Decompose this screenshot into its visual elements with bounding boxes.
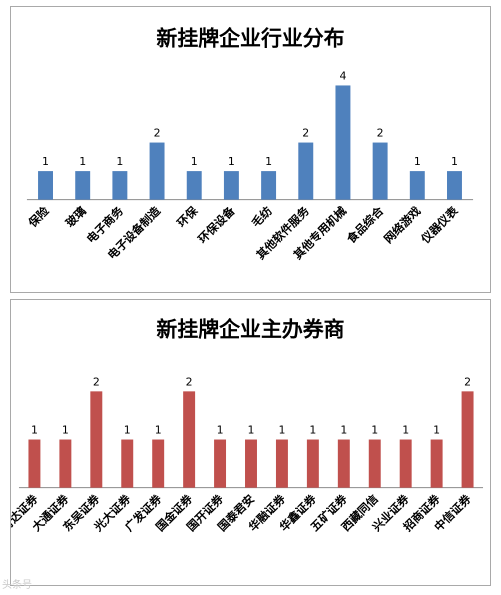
bar — [214, 439, 227, 488]
bar — [430, 439, 443, 488]
data-label-group: 1 1 2 1 1 2 1 1 1 1 1 1 1 1 2 — [31, 375, 471, 436]
bar — [28, 439, 41, 488]
bar-group — [28, 391, 474, 488]
data-label: 2 — [93, 375, 100, 388]
data-label: 2 — [154, 127, 161, 140]
bar — [59, 439, 72, 488]
category-label: 玻璃 — [63, 203, 89, 229]
data-label: 1 — [248, 424, 255, 437]
bar — [186, 171, 202, 200]
bar — [368, 439, 381, 488]
bar — [447, 171, 462, 200]
data-label: 1 — [265, 155, 272, 168]
data-label: 1 — [42, 155, 49, 168]
chart-title: 新挂牌企业主办券商 — [156, 317, 344, 342]
data-label: 1 — [228, 155, 235, 168]
data-label: 1 — [371, 424, 378, 437]
broker-chart-panel: 新挂牌企业主办券商 1 1 2 1 1 2 1 1 1 1 1 1 1 1 2 财达证券 大通证券 东吴证券 光大… — [10, 299, 491, 586]
bar — [306, 439, 319, 488]
data-label: 1 — [278, 424, 285, 437]
category-label: 环保设备 — [195, 203, 238, 246]
data-label: 2 — [186, 375, 193, 388]
bar — [183, 391, 196, 488]
bar — [461, 391, 474, 488]
category-label: 毛纺 — [249, 203, 275, 229]
bar — [90, 391, 103, 488]
bar-group — [38, 85, 462, 200]
data-label: 1 — [124, 424, 131, 437]
bar — [223, 171, 239, 200]
bar — [38, 171, 53, 200]
data-label: 1 — [155, 424, 162, 437]
data-label: 1 — [191, 155, 198, 168]
data-label: 1 — [340, 424, 347, 437]
data-label: 1 — [433, 424, 440, 437]
category-label: 食品综合 — [344, 203, 387, 246]
data-label: 1 — [116, 155, 123, 168]
bar — [399, 439, 412, 488]
industry-chart-panel: 新挂牌企业行业分布 1 1 1 2 1 1 1 2 4 2 1 1 保险 玻璃 电子商务 电子设备制造 环保环… — [10, 6, 491, 293]
data-label: 1 — [309, 424, 316, 437]
bar — [112, 171, 128, 200]
category-label: 保险 — [25, 203, 52, 230]
bar — [245, 439, 257, 488]
chart-title: 新挂牌企业行业分布 — [156, 26, 344, 51]
bar — [149, 142, 165, 200]
category-label: 环保 — [174, 203, 200, 229]
bar — [275, 439, 288, 488]
bar — [75, 171, 91, 200]
data-label: 2 — [464, 375, 471, 388]
bar — [261, 171, 277, 200]
data-label-group: 1 1 1 2 1 1 1 2 4 2 1 1 — [42, 70, 458, 169]
category-label: 仪器仪表 — [418, 203, 461, 246]
category-label: 网络游戏 — [381, 203, 424, 246]
bar — [337, 439, 350, 488]
bar — [298, 142, 314, 200]
bar — [335, 85, 351, 200]
watermark: 头条号 — [2, 580, 32, 591]
data-label: 1 — [31, 424, 38, 437]
category-label-group: 财达证券大通证券东吴证券光大证券广发证券国金证券国开证券国泰君安华融证券华鑫证券… — [11, 491, 474, 534]
bar — [121, 439, 134, 488]
data-label: 2 — [302, 127, 309, 140]
data-label: 1 — [62, 424, 69, 437]
bar — [152, 439, 165, 488]
data-label: 1 — [402, 424, 409, 437]
bar — [409, 171, 425, 200]
data-label: 1 — [217, 424, 224, 437]
data-label: 1 — [79, 155, 86, 168]
data-label: 1 — [414, 155, 421, 168]
data-label: 2 — [377, 127, 384, 140]
bar — [372, 142, 388, 200]
data-label: 1 — [451, 155, 458, 168]
data-label: 4 — [339, 70, 346, 83]
broker-bar-chart: 新挂牌企业主办券商 1 1 2 1 1 2 1 1 1 1 1 1 1 1 2 财达证券大通证券东吴证券光大… — [11, 317, 484, 535]
